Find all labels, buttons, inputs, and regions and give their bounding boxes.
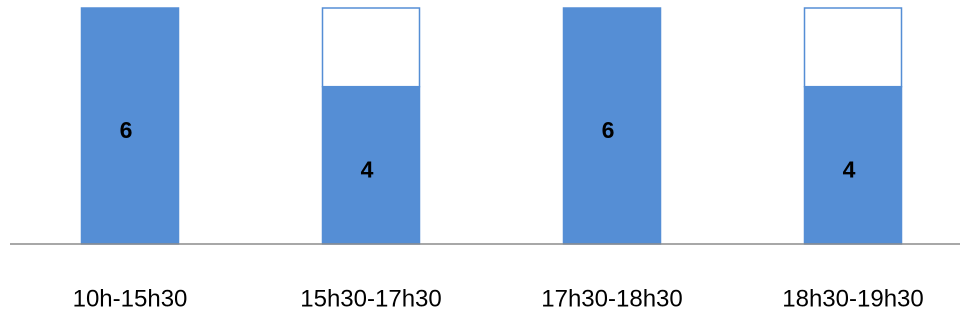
bar-segment <box>321 85 421 245</box>
x-tick-label: 18h30-19h30 <box>782 285 923 312</box>
value-label: 4 <box>361 156 374 182</box>
bar-segment <box>803 85 903 245</box>
bar-segment <box>803 7 903 88</box>
bar-segment <box>321 7 421 88</box>
bar-segment <box>562 7 662 245</box>
x-tick-label: 15h30-17h30 <box>300 285 441 312</box>
x-tick-label: 10h-15h30 <box>73 285 188 312</box>
bar-segment <box>80 7 180 245</box>
value-label: 6 <box>602 117 615 143</box>
value-label: 6 <box>120 117 133 143</box>
value-label: 4 <box>843 156 856 182</box>
x-tick-label: 17h30-18h30 <box>541 285 682 312</box>
